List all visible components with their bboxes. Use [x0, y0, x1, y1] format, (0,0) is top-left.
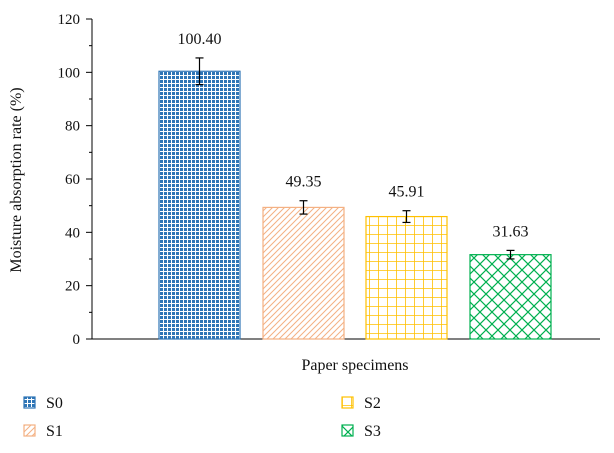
y-tick-label: 0	[73, 332, 81, 348]
data-label-s1: 49.35	[286, 174, 322, 191]
y-tick-label: 20	[65, 279, 80, 295]
legend-swatch-s3	[341, 424, 354, 437]
x-axis-title: Paper specimens	[301, 357, 408, 374]
legend: S0 S1 S2 S3	[23, 395, 381, 440]
bar-s2	[365, 215, 448, 340]
legend-label-s0: S0	[46, 395, 63, 412]
legend-label-s3: S3	[364, 423, 381, 440]
legend-item-s2: S2	[341, 395, 381, 412]
bar-s3	[469, 254, 552, 340]
data-label-s3: 31.63	[493, 223, 529, 240]
y-tick-label: 80	[65, 119, 80, 135]
error-bar-s2	[402, 210, 411, 224]
legend-label-s2: S2	[364, 395, 381, 412]
y-axis-title: Moisture absorption rate (%)	[8, 87, 25, 272]
error-bar-s3	[506, 249, 515, 260]
error-bar-s0	[195, 57, 204, 86]
legend-swatch-s0	[23, 396, 36, 409]
data-label-s2: 45.91	[389, 184, 425, 201]
bar-s1	[262, 206, 345, 340]
error-bar-s1	[299, 200, 308, 215]
y-tick-label: 60	[65, 172, 80, 188]
bar-s0	[158, 70, 241, 340]
legend-item-s3: S3	[341, 423, 381, 440]
y-tick-label: 100	[58, 65, 81, 81]
bars: 100.40 49.35 45.91 31.63	[158, 31, 552, 340]
legend-swatch-s1	[23, 424, 36, 437]
legend-item-s0: S0	[23, 395, 63, 412]
legend-item-s1: S1	[23, 423, 63, 440]
legend-swatch-s2	[341, 396, 354, 409]
y-tick-label: 120	[58, 12, 81, 28]
y-tick-label: 40	[65, 225, 80, 241]
legend-label-s1: S1	[46, 423, 63, 440]
data-label-s0: 100.40	[178, 31, 222, 48]
